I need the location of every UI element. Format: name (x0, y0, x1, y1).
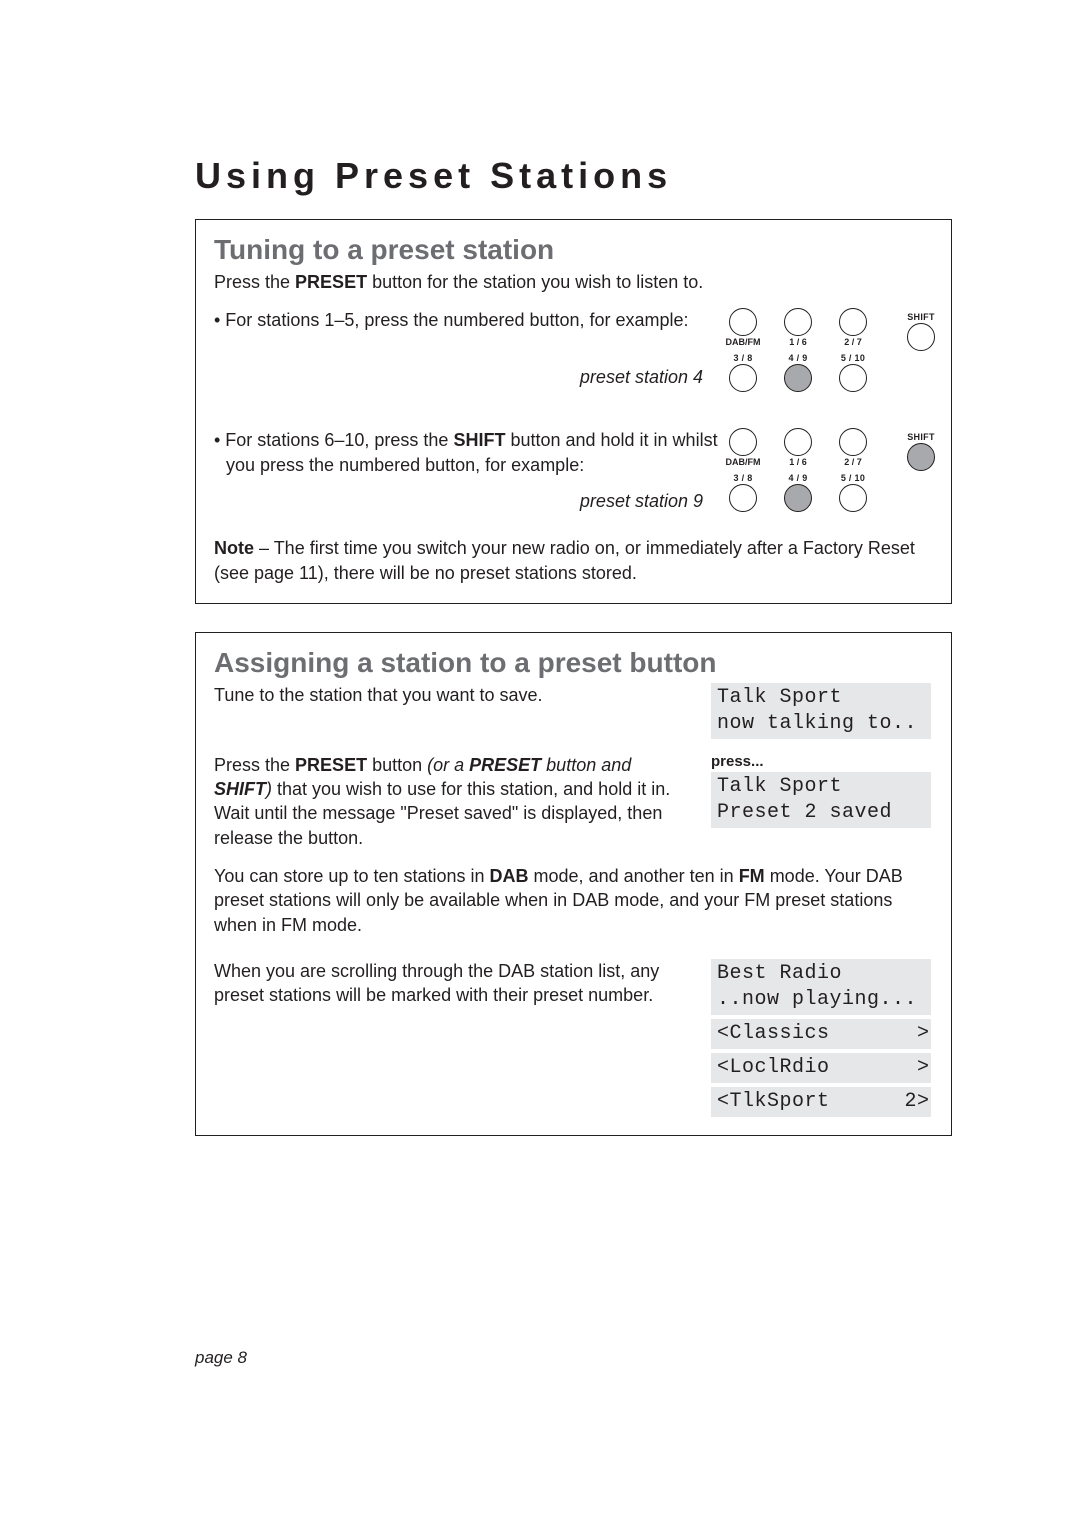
lcd-display-2: Talk Sport Preset 2 saved (711, 772, 931, 828)
text: Note (214, 538, 254, 558)
keypad-2: DAB/FM 1 / 6 2 / 7 3 / 8 4 / 9 5 / 10 SH… (723, 428, 933, 512)
text: DAB (490, 866, 529, 886)
lcd-line: Talk Sport (717, 686, 842, 709)
shift-key: SHIFT (901, 312, 941, 351)
lcd-line: Talk Sport (717, 775, 842, 798)
assigning-panel: Assigning a station to a preset button T… (195, 632, 952, 1136)
key-2-7: 2 / 7 (833, 308, 873, 347)
key-5-10: 5 / 10 (833, 353, 873, 392)
text: You can store up to ten stations in (214, 866, 490, 886)
key-label: 4 / 9 (788, 473, 807, 483)
preset-caption-2: preset station 9 (214, 491, 723, 512)
text: • For stations 6–10, press the (214, 430, 453, 450)
lcd-display-3: Best Radio ..now playing... (711, 959, 931, 1015)
page-number: page 8 (195, 1348, 247, 1368)
text: SHIFT (453, 430, 505, 450)
text: mode, and another ten in (529, 866, 739, 886)
lcd-display-1: Talk Sport now talking to.. (711, 683, 931, 739)
text: button and (541, 755, 631, 775)
lcd-display-4: <Classics > (711, 1019, 931, 1049)
key-3-8: 3 / 8 (723, 353, 763, 392)
assign-p2: Press the PRESET button (or a PRESET but… (214, 753, 693, 850)
page-title: Using Preset Stations (195, 155, 952, 197)
lcd-line: ..now playing... (717, 988, 917, 1011)
text: PRESET (295, 272, 367, 292)
text: button (367, 755, 427, 775)
key-2-7: 2 / 7 (833, 428, 873, 467)
assign-p1: Tune to the station that you want to sav… (214, 683, 693, 739)
lcd-display-5: <LoclRdio > (711, 1053, 931, 1083)
press-label: press... (711, 753, 933, 770)
key-1-6: 1 / 6 (778, 308, 818, 347)
key-label: 5 / 10 (841, 473, 865, 483)
key-label: 3 / 8 (733, 473, 752, 483)
tuning-intro: Press the PRESET button for the station … (214, 270, 933, 294)
key-dabfm: DAB/FM (723, 428, 763, 467)
assigning-heading: Assigning a station to a preset button (214, 647, 933, 679)
text: button for the station you wish to liste… (367, 272, 703, 292)
text: – The first time you switch your new rad… (214, 538, 915, 582)
bullet-1: • For stations 1–5, press the numbered b… (214, 308, 723, 332)
key-4-9: 4 / 9 (778, 353, 818, 392)
lcd-line: Best Radio (717, 962, 842, 985)
text: PRESET (295, 755, 367, 775)
tuning-panel: Tuning to a preset station Press the PRE… (195, 219, 952, 604)
key-label: DAB/FM (726, 457, 761, 467)
text: FM (739, 866, 765, 886)
key-label: 5 / 10 (841, 353, 865, 363)
text: (or a (427, 755, 469, 775)
bullet-2: • For stations 6–10, press the SHIFT but… (226, 428, 723, 477)
lcd-display-6: <TlkSport 2> (711, 1087, 931, 1117)
shift-key: SHIFT (901, 432, 941, 471)
key-3-8: 3 / 8 (723, 473, 763, 512)
key-label: SHIFT (907, 312, 935, 322)
keypad-1: DAB/FM 1 / 6 2 / 7 3 / 8 4 / 9 5 / 10 SH… (723, 308, 933, 392)
key-label: SHIFT (907, 432, 935, 442)
key-label: 1 / 6 (789, 337, 807, 347)
assign-p3: You can store up to ten stations in DAB … (214, 864, 933, 937)
tuning-heading: Tuning to a preset station (214, 234, 933, 266)
lcd-line: now talking to.. (717, 712, 917, 735)
assign-p4: When you are scrolling through the DAB s… (214, 959, 693, 1117)
text: Press the (214, 755, 295, 775)
text: that you wish to use for this station, a… (214, 779, 670, 848)
note: Note – The first time you switch your ne… (214, 536, 933, 585)
preset-caption-1: preset station 4 (214, 367, 723, 388)
text: PRESET (469, 755, 541, 775)
key-dabfm: DAB/FM (723, 308, 763, 347)
key-5-10: 5 / 10 (833, 473, 873, 512)
key-label: 1 / 6 (789, 457, 807, 467)
key-4-9: 4 / 9 (778, 473, 818, 512)
text: SHIFT (214, 779, 266, 799)
key-label: 4 / 9 (788, 353, 807, 363)
lcd-line: Preset 2 saved (717, 801, 892, 824)
text: Press the (214, 272, 295, 292)
key-label: 2 / 7 (844, 337, 862, 347)
key-label: 2 / 7 (844, 457, 862, 467)
key-1-6: 1 / 6 (778, 428, 818, 467)
key-label: 3 / 8 (733, 353, 752, 363)
key-label: DAB/FM (726, 337, 761, 347)
